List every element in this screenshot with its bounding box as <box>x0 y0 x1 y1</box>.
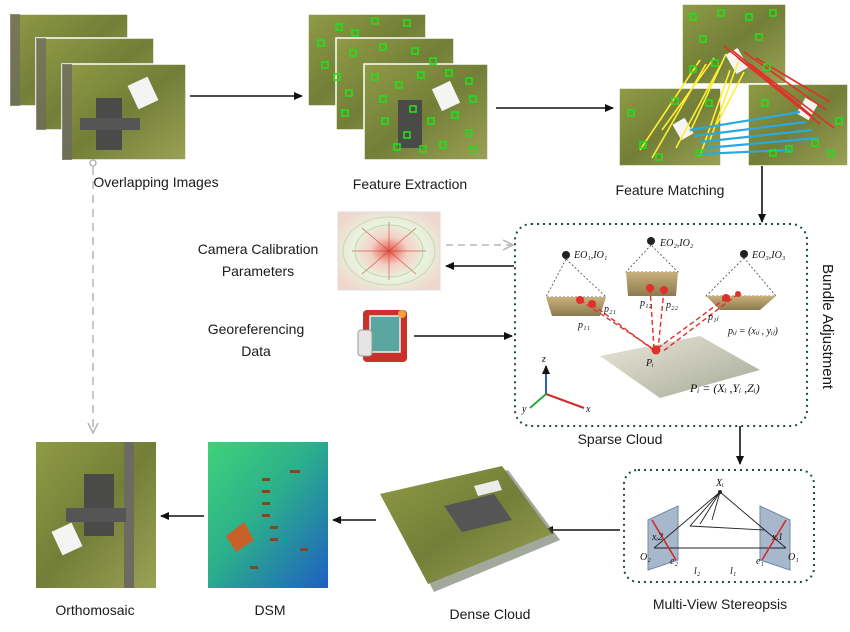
ba-camera-1 <box>545 251 608 316</box>
georeferencing-gps-icon <box>357 310 407 362</box>
mvs-epipolar-drawing <box>647 490 791 571</box>
camera-calibration-image <box>337 211 441 291</box>
overlapping-images-stack <box>9 13 187 161</box>
label-calibration-line2: Parameters <box>221 263 295 279</box>
math-o1: O₁ <box>788 552 799 563</box>
math-e2: e₂ <box>670 556 678 567</box>
label-bundle-adjustment: Bundle Adjustment <box>819 264 836 390</box>
math-pi-eq: Pᵢ = (Xᵢ ,Yᵢ ,Zᵢ) <box>689 381 760 395</box>
dense-cloud-image <box>380 466 560 592</box>
math-xi: Xᵢ <box>715 478 724 489</box>
label-calibration-line1: Camera Calibration <box>197 241 319 257</box>
math-eo3: EO₃,IO₃ <box>751 250 786 261</box>
dsm-image <box>208 442 328 588</box>
math-axis-x: x <box>585 404 591 415</box>
ba-3d-point <box>651 345 661 355</box>
math-p12: p₁₂ <box>639 298 652 309</box>
math-p22: p₂₂ <box>665 300 678 311</box>
math-axis-z: z <box>541 354 546 365</box>
dashed-link-overlap-to-ortho <box>90 159 96 432</box>
math-l1: l₁ <box>730 566 736 577</box>
label-multi-view-stereopsis: Multi-View Stereopsis <box>652 596 788 612</box>
math-eo1: EO₁,IO₁ <box>573 250 607 261</box>
label-overlapping-images: Overlapping Images <box>93 174 219 190</box>
label-orthomosaic: Orthomosaic <box>55 602 135 618</box>
math-e1: e₁ <box>756 556 764 567</box>
math-p11: p₁₁ <box>577 320 590 331</box>
label-camera-calibration: Camera Calibration Parameters <box>188 238 328 282</box>
label-feature-matching: Feature Matching <box>615 182 725 198</box>
orthomosaic-image <box>36 442 156 588</box>
feature-matching-images <box>618 3 849 167</box>
ba-rays <box>579 287 739 353</box>
math-axis-y: y <box>521 404 527 415</box>
label-georeferencing: Georeferencing Data <box>196 318 316 362</box>
ba-point-cloud <box>600 336 760 398</box>
math-eo2: EO₂,IO₂ <box>659 238 694 249</box>
label-dense-cloud: Dense Cloud <box>449 606 531 622</box>
math-p21: p₂₁ <box>603 304 616 315</box>
math-xi1: xᵢ1 <box>771 532 783 543</box>
math-o2: O₂ <box>640 552 651 563</box>
label-sparse-cloud: Sparse Cloud <box>577 431 663 447</box>
ba-axis-triad <box>529 365 585 409</box>
math-l2: l₂ <box>694 566 701 577</box>
label-dsm: DSM <box>254 602 286 618</box>
feature-extraction-stack <box>307 13 489 161</box>
label-feature-extraction: Feature Extraction <box>352 176 468 192</box>
label-georef-line2: Data <box>241 343 271 359</box>
math-xi2: xᵢ2 <box>651 532 663 543</box>
math-p1j: p₁ⱼ <box>707 312 719 323</box>
math-pi-label: Pᵢ <box>645 358 654 369</box>
math-pij: pᵢⱼ = (xᵢⱼ , yᵢⱼ) <box>727 326 778 337</box>
label-georef-line1: Georeferencing <box>207 321 305 337</box>
